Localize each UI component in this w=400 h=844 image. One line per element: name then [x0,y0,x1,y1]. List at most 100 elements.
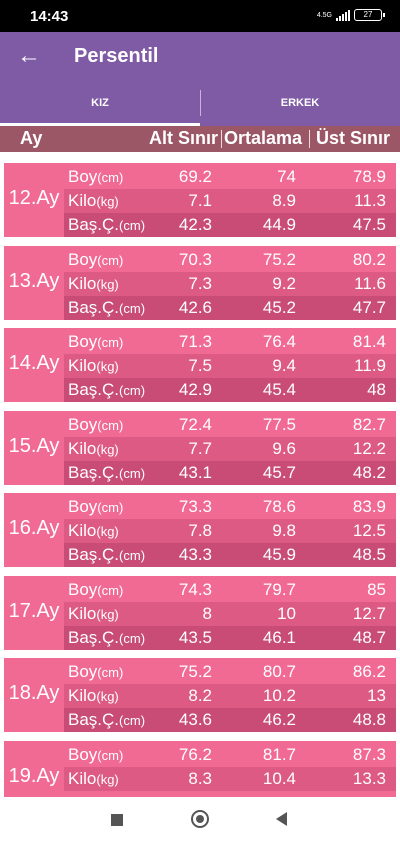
alt-sinir-value: 7.1 [188,191,212,210]
metric-unit: (kg) [96,276,119,292]
metric-label: Kilo(kg) [68,769,119,789]
alt-sinir-value: 43.5 [178,627,212,647]
table-row-bas-cevresi: Baş.Ç.(cm) 42.3 44.9 47.5 [64,213,396,237]
ust-sinir-value: 82.7 [352,414,386,434]
metric-unit: (kg) [96,359,119,374]
ust-sinir-value: 11.9 [354,356,386,375]
table-row-boy: Boy(cm) 72.4 77.5 82.7 [64,412,396,437]
ortalama-value: 79.7 [262,579,296,599]
ortalama-value: 46.1 [262,627,296,647]
tab-erkek[interactable]: ERKEK [280,97,320,109]
alt-sinir-value: 71.3 [178,332,212,351]
metric-name: Baş.Ç. [68,297,120,317]
month-block: 15.Ay Boy(cm) 72.4 77.5 82.7 Kilo(kg) 7.7 9.6 12… [4,410,396,485]
ust-sinir-value: 87.3 [352,744,386,764]
header-separator [221,130,222,148]
ortalama-value: 8.9 [272,191,296,210]
alt-sinir-value: 8 [202,603,212,623]
ust-sinir-value: 81.4 [352,332,386,351]
system-nav-bar [0,797,400,844]
page-title: Persentil [74,45,159,67]
month-label: 17.Ay [8,599,60,622]
metric-name: Boy [68,497,98,516]
metric-name: Boy [68,662,98,681]
month-label: 18.Ay [8,682,60,704]
tab-kiz[interactable]: KIZ [0,82,200,126]
metric-unit: (cm) [97,747,124,763]
percentile-list[interactable]: 12.Ay Boy(cm) 69.2 74 78.9 Kilo(kg) 7.1 8.9 11.3… [0,152,400,797]
metric-unit: (cm) [97,500,124,515]
table-row-kilo: Kilo(kg) 7.3 9.2 11.6 [64,271,396,296]
ortalama-value: 44.9 [262,215,296,234]
month-block: 13.Ay Boy(cm) 70.3 75.2 80.2 Kilo(kg) 7.3 9.2 11… [4,245,396,320]
table-row-kilo: Kilo(kg) 7.5 9.4 11.9 [64,354,396,378]
table-row-kilo: Kilo(kg) 7.1 8.9 11.3 [64,189,396,213]
ust-sinir-value: 13.3 [352,768,386,788]
alt-sinir-value: 42.3 [178,215,212,234]
metric-name: Baş.Ç. [68,215,120,234]
alt-sinir-value: 72.4 [178,414,212,434]
table-row-boy: Boy(cm) 70.3 75.2 80.2 [64,247,396,272]
ortalama-value: 81.7 [262,744,296,764]
metric-label: Baş.Ç.(cm) [68,463,145,483]
ortalama-value: 9.8 [272,521,296,540]
metric-unit: (cm) [97,252,124,268]
metric-label: Boy(cm) [68,415,123,435]
ortalama-value: 10.4 [262,768,296,788]
metric-label: Kilo(kg) [68,604,119,624]
recent-apps-icon[interactable] [111,814,123,826]
metric-label: Boy(cm) [68,745,123,765]
table-row-boy: Boy(cm) 73.3 78.6 83.9 [64,495,396,519]
ust-sinir-value: 12.7 [352,603,386,623]
month-label: 15.Ay [8,434,60,457]
metric-name: Kilo [68,768,97,788]
ust-sinir-value: 48.5 [352,545,386,564]
alt-sinir-value: 8.3 [188,768,212,788]
metric-label: Kilo(kg) [68,521,119,541]
metric-label: Boy(cm) [68,250,123,270]
month-block: 14.Ay Boy(cm) 71.3 76.4 81.4 Kilo(kg) 7.5 9.4 11… [4,328,396,402]
tab-divider [200,90,201,116]
month-block: 17.Ay Boy(cm) 74.3 79.7 85 Kilo(kg) 8 10 12.7 Baş… [4,575,396,650]
ust-sinir-value: 85 [367,579,386,599]
ust-sinir-value: 11.6 [354,273,386,293]
metric-name: Kilo [68,273,97,293]
alt-sinir-value: 8.2 [188,686,212,705]
month-label: 19.Ay [8,764,60,787]
table-row-bas-cevresi: Baş.Ç.(cm) 42.6 45.2 47.7 [64,295,396,320]
metric-name: Boy [68,744,98,764]
table-row-boy: Boy(cm) 74.3 79.7 85 [64,577,396,602]
month-block: 12.Ay Boy(cm) 69.2 74 78.9 Kilo(kg) 7.1 8.9 11.3… [4,163,396,237]
home-icon[interactable] [191,810,209,828]
table-row-kilo: Kilo(kg) 8.2 10.2 13 [64,684,396,708]
table-header: Ay Alt Sınır Ortalama Üst Sınır [0,126,400,152]
metric-unit: (kg) [96,194,119,209]
metric-unit: (cm) [119,548,146,563]
ortalama-value: 45.2 [262,297,296,317]
metric-label: Baş.Ç.(cm) [68,215,145,235]
ortalama-value: 9.6 [272,438,296,458]
metric-name: Baş.Ç. [68,380,120,399]
alt-sinir-value: 7.7 [188,438,212,458]
table-row-boy: Boy(cm) 71.3 76.4 81.4 [64,330,396,354]
table-row-boy: Boy(cm) 69.2 74 78.9 [64,165,396,189]
alt-sinir-value: 70.3 [178,249,212,269]
back-icon[interactable] [276,812,287,826]
month-label: 16.Ay [8,517,60,539]
ust-sinir-value: 80.2 [352,249,386,269]
metric-name: Boy [68,249,98,269]
metric-label: Boy(cm) [68,497,123,517]
tab-bar: KIZ ERKEK [0,82,400,126]
metric-name: Baş.Ç. [68,545,120,564]
ortalama-value: 77.5 [262,414,296,434]
ortalama-value: 9.4 [272,356,296,375]
alt-sinir-value: 43.1 [178,462,212,482]
metric-unit: (cm) [97,170,124,185]
header-separator [309,130,310,148]
ust-sinir-value: 12.5 [352,521,386,540]
metric-name: Kilo [68,191,97,210]
metric-unit: (cm) [119,218,146,233]
back-arrow-icon[interactable]: ← [17,42,41,69]
metric-unit: (cm) [119,465,146,481]
metric-unit: (cm) [97,417,124,433]
